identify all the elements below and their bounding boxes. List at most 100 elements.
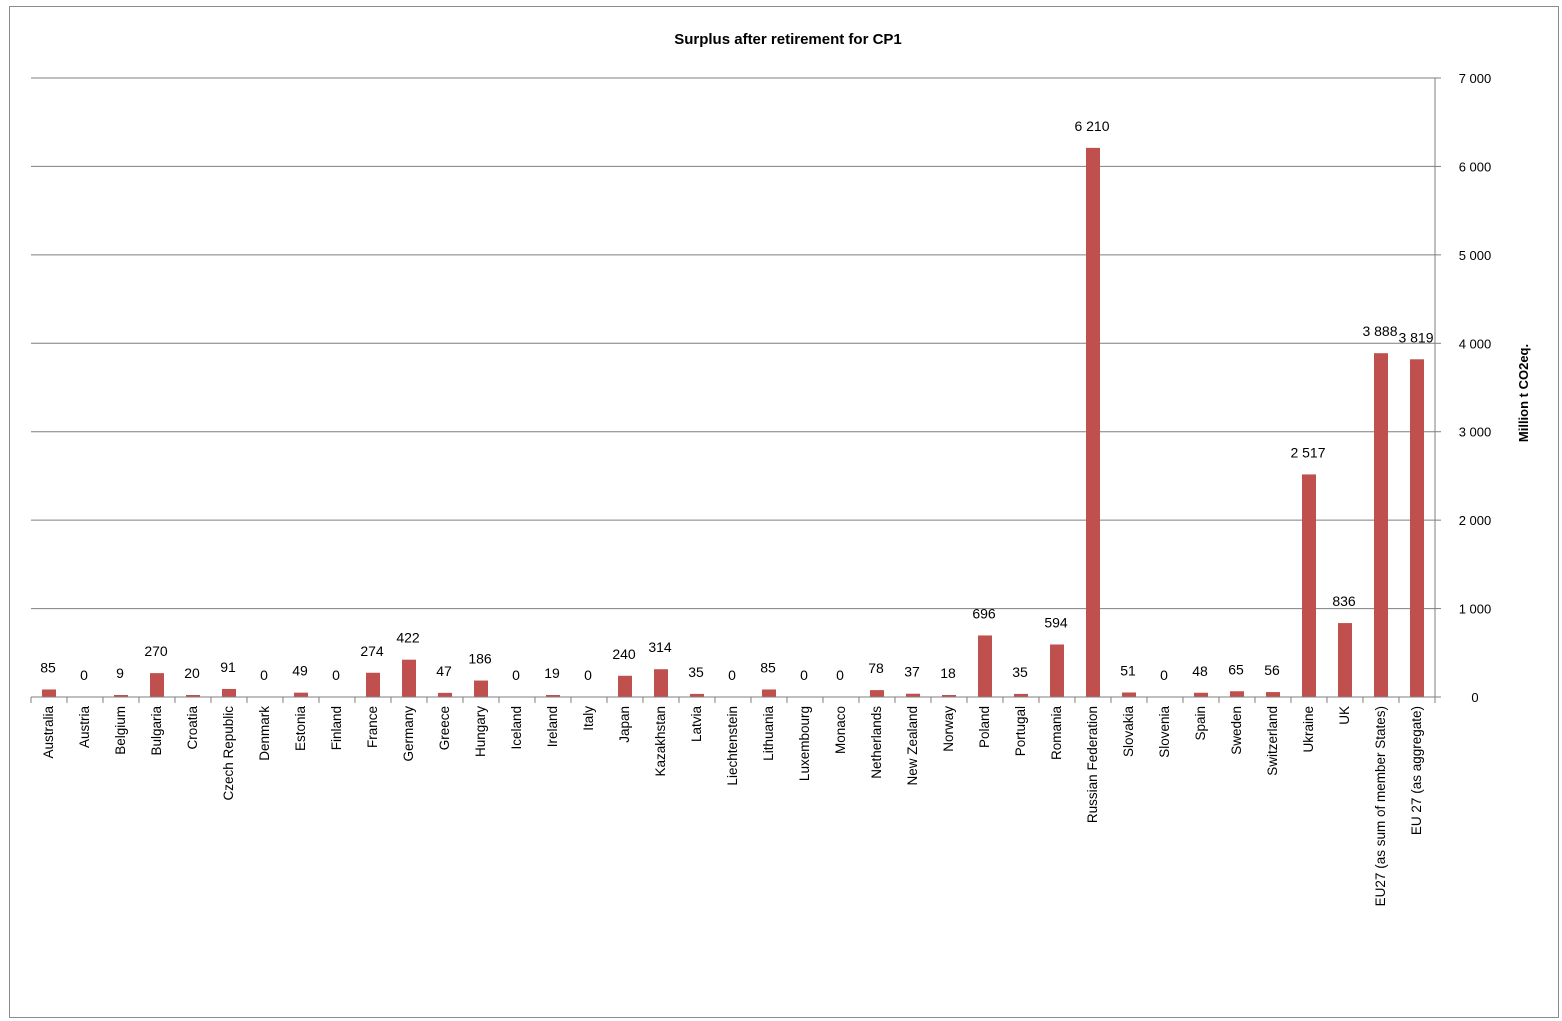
data-label: 47 [436, 663, 452, 679]
category-label: Germany [401, 706, 416, 762]
category-label: Luxembourg [797, 706, 812, 781]
data-label: 0 [80, 667, 88, 683]
bar [870, 690, 884, 697]
data-label: 20 [184, 665, 200, 681]
data-labels: 85 0 9 270 20 91 0 49 0 274 422 47 186 0 19 0 240 314 35 0 8… [40, 118, 1434, 683]
data-label: 35 [688, 664, 704, 680]
bar [402, 659, 416, 697]
data-label: 0 [1160, 667, 1168, 683]
category-label: Greece [437, 706, 452, 750]
chart-title: Surplus after retirement for CP1 [674, 31, 902, 48]
data-label: 3 819 [1398, 329, 1433, 345]
bar [942, 695, 956, 697]
data-label: 85 [760, 659, 776, 675]
category-label: Monaco [833, 706, 848, 754]
category-label: Bulgaria [149, 706, 164, 756]
category-label: Lithuania [761, 706, 776, 761]
y-tick-label: 0 [1471, 690, 1478, 705]
category-label: Austria [77, 706, 92, 749]
data-label: 696 [972, 605, 996, 621]
category-label: New Zealand [905, 706, 920, 786]
category-label: Ukraine [1301, 706, 1316, 753]
data-label: 78 [868, 660, 884, 676]
bar [906, 693, 920, 697]
category-label: Estonia [293, 706, 308, 752]
category-label: Ireland [545, 706, 560, 747]
bar [546, 695, 560, 697]
data-label: 0 [332, 667, 340, 683]
data-label: 56 [1264, 662, 1280, 678]
gridlines [31, 77, 1435, 610]
category-label: Romania [1049, 706, 1064, 761]
bar [1194, 692, 1208, 697]
category-label: Australia [41, 706, 56, 759]
y-tick-label: 4 000 [1459, 336, 1492, 351]
bar [474, 680, 488, 697]
bar [186, 695, 200, 697]
category-label: Netherlands [869, 706, 884, 779]
bar [1338, 623, 1352, 697]
data-label: 240 [612, 646, 636, 662]
bar [1302, 474, 1316, 697]
category-label: Sweden [1229, 706, 1244, 755]
bar [438, 692, 452, 697]
bar [690, 693, 704, 697]
category-label: Slovakia [1121, 706, 1136, 758]
category-label: Denmark [257, 706, 272, 761]
bar [42, 689, 56, 697]
bar [222, 688, 236, 697]
data-label: 0 [800, 667, 808, 683]
bar [1374, 353, 1388, 697]
bar [1050, 644, 1064, 697]
category-label: Czech Republic [221, 706, 236, 801]
data-label: 0 [260, 667, 268, 683]
data-label: 2 517 [1290, 444, 1325, 460]
category-label: Italy [581, 706, 596, 731]
data-label: 85 [40, 659, 56, 675]
data-label: 65 [1228, 661, 1244, 677]
data-label: 91 [220, 659, 236, 675]
data-label: 3 888 [1362, 323, 1397, 339]
bar [654, 669, 668, 697]
data-label: 6 210 [1074, 118, 1109, 134]
category-label: Finland [329, 706, 344, 750]
data-label: 314 [648, 639, 672, 655]
category-label: Croatia [185, 706, 200, 750]
category-label: Portugal [1013, 706, 1028, 756]
bar [1410, 359, 1424, 697]
bar [762, 689, 776, 697]
category-label: Poland [977, 706, 992, 748]
data-label: 18 [940, 665, 956, 681]
category-label: Japan [617, 706, 632, 743]
data-label: 422 [396, 630, 420, 646]
y-tick-label: 1 000 [1459, 602, 1492, 617]
data-label: 51 [1120, 662, 1136, 678]
data-label: 270 [144, 643, 168, 659]
data-label: 0 [728, 667, 736, 683]
y-tick-label: 7 000 [1459, 71, 1492, 86]
data-label: 0 [512, 667, 520, 683]
bar [1086, 147, 1100, 697]
category-label: EU27 (as sum of member States) [1373, 706, 1388, 906]
data-label: 49 [292, 663, 308, 679]
data-label: 48 [1192, 663, 1208, 679]
category-label: Belgium [113, 706, 128, 755]
data-label: 35 [1012, 664, 1028, 680]
data-label: 186 [468, 651, 492, 667]
bar [294, 692, 308, 697]
category-label: Switzerland [1265, 706, 1280, 776]
y-tick-label: 5 000 [1459, 248, 1492, 263]
category-label: UK [1337, 706, 1352, 725]
category-label: France [365, 706, 380, 748]
bar-chart: Surplus after retirement for CP1 0 1 000 2… [30, 31, 1531, 906]
bar [618, 675, 632, 697]
category-label: Norway [941, 706, 956, 752]
bar [978, 635, 992, 697]
data-label: 0 [836, 667, 844, 683]
bar [366, 672, 380, 697]
y-tick-label: 6 000 [1459, 159, 1492, 174]
category-label: Hungary [473, 706, 488, 757]
bars [42, 147, 1424, 697]
chart-frame: Surplus after retirement for CP1 0 1 000 2… [9, 6, 1559, 1018]
category-label: Slovenia [1157, 706, 1172, 758]
